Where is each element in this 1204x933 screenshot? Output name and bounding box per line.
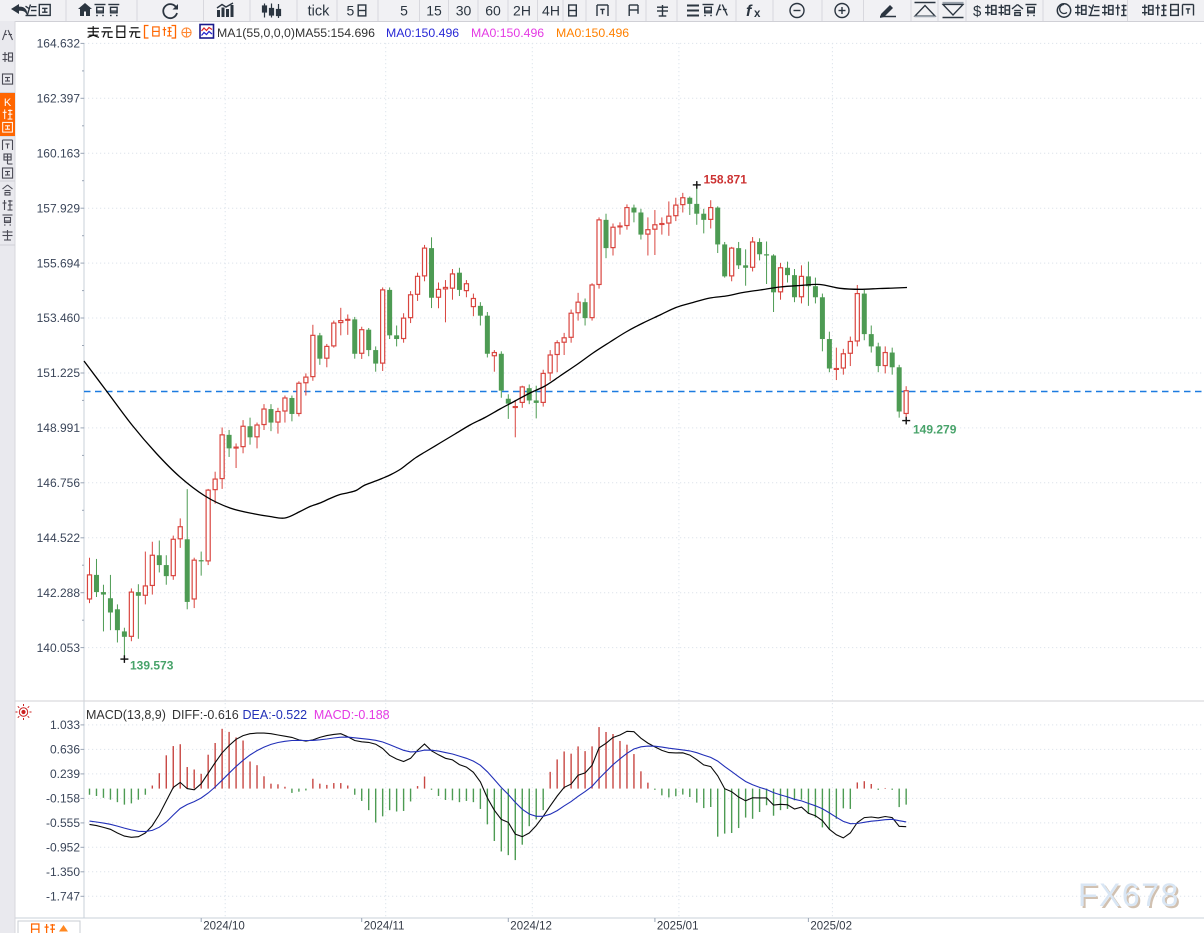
svg-text:0.239: 0.239 [50, 767, 80, 781]
svg-text:142.288: 142.288 [37, 586, 81, 600]
svg-text:DEA:-0.522: DEA:-0.522 [243, 708, 308, 722]
svg-text:FX678: FX678 [1078, 877, 1180, 913]
svg-text:MACD:-0.188: MACD:-0.188 [314, 708, 390, 722]
svg-text:MA0:150.496: MA0:150.496 [556, 26, 629, 40]
svg-text:-0.158: -0.158 [46, 792, 80, 806]
svg-text:MACD(13,8,9): MACD(13,8,9) [86, 708, 166, 722]
svg-text:2024/11: 2024/11 [364, 921, 405, 933]
svg-text:-1.747: -1.747 [46, 890, 80, 904]
svg-text:FX678: FX678 [1080, 879, 1182, 915]
svg-text:x: x [754, 8, 761, 20]
svg-text:60: 60 [485, 3, 501, 19]
svg-text:153.460: 153.460 [37, 311, 81, 325]
svg-text:2025/02: 2025/02 [810, 921, 852, 933]
svg-text:151.225: 151.225 [37, 366, 81, 380]
svg-text:-1.350: -1.350 [46, 865, 80, 879]
svg-text:157.929: 157.929 [37, 201, 81, 215]
svg-text:164.632: 164.632 [37, 37, 81, 51]
svg-text:-0.555: -0.555 [46, 816, 80, 830]
svg-text:1.033: 1.033 [50, 718, 80, 732]
svg-text:2024/12: 2024/12 [510, 921, 552, 933]
svg-text:149.279: 149.279 [913, 423, 957, 437]
svg-text:f: f [746, 3, 753, 20]
svg-text:MA0:150.496: MA0:150.496 [386, 26, 459, 40]
svg-text:160.163: 160.163 [37, 147, 81, 161]
svg-text:MA0:150.496: MA0:150.496 [471, 26, 544, 40]
svg-text:MA55:154.696: MA55:154.696 [295, 26, 375, 40]
svg-text:tick: tick [308, 4, 331, 20]
svg-text:148.991: 148.991 [37, 421, 81, 435]
svg-text:K: K [4, 97, 12, 109]
svg-text:4H: 4H [542, 3, 560, 19]
svg-text:144.522: 144.522 [37, 531, 81, 545]
svg-text:140.053: 140.053 [37, 641, 81, 655]
svg-text:$: $ [973, 3, 982, 20]
svg-text:146.756: 146.756 [37, 476, 81, 490]
svg-text:0.636: 0.636 [50, 743, 80, 757]
svg-text:5: 5 [400, 3, 408, 19]
svg-text:30: 30 [456, 3, 472, 19]
svg-text:2024/10: 2024/10 [203, 921, 245, 933]
svg-text:DIFF:-0.616: DIFF:-0.616 [172, 708, 239, 722]
svg-text:5: 5 [347, 3, 355, 19]
svg-text:162.397: 162.397 [37, 92, 81, 106]
svg-text:139.573: 139.573 [130, 659, 174, 673]
svg-text:2H: 2H [513, 3, 531, 19]
svg-text:-0.952: -0.952 [46, 841, 80, 855]
svg-text:155.694: 155.694 [37, 256, 81, 270]
svg-text:15: 15 [426, 3, 442, 19]
svg-text:158.871: 158.871 [704, 173, 748, 187]
svg-text:2025/01: 2025/01 [657, 921, 699, 933]
svg-text:MA1(55,0,0,0): MA1(55,0,0,0) [217, 26, 295, 40]
